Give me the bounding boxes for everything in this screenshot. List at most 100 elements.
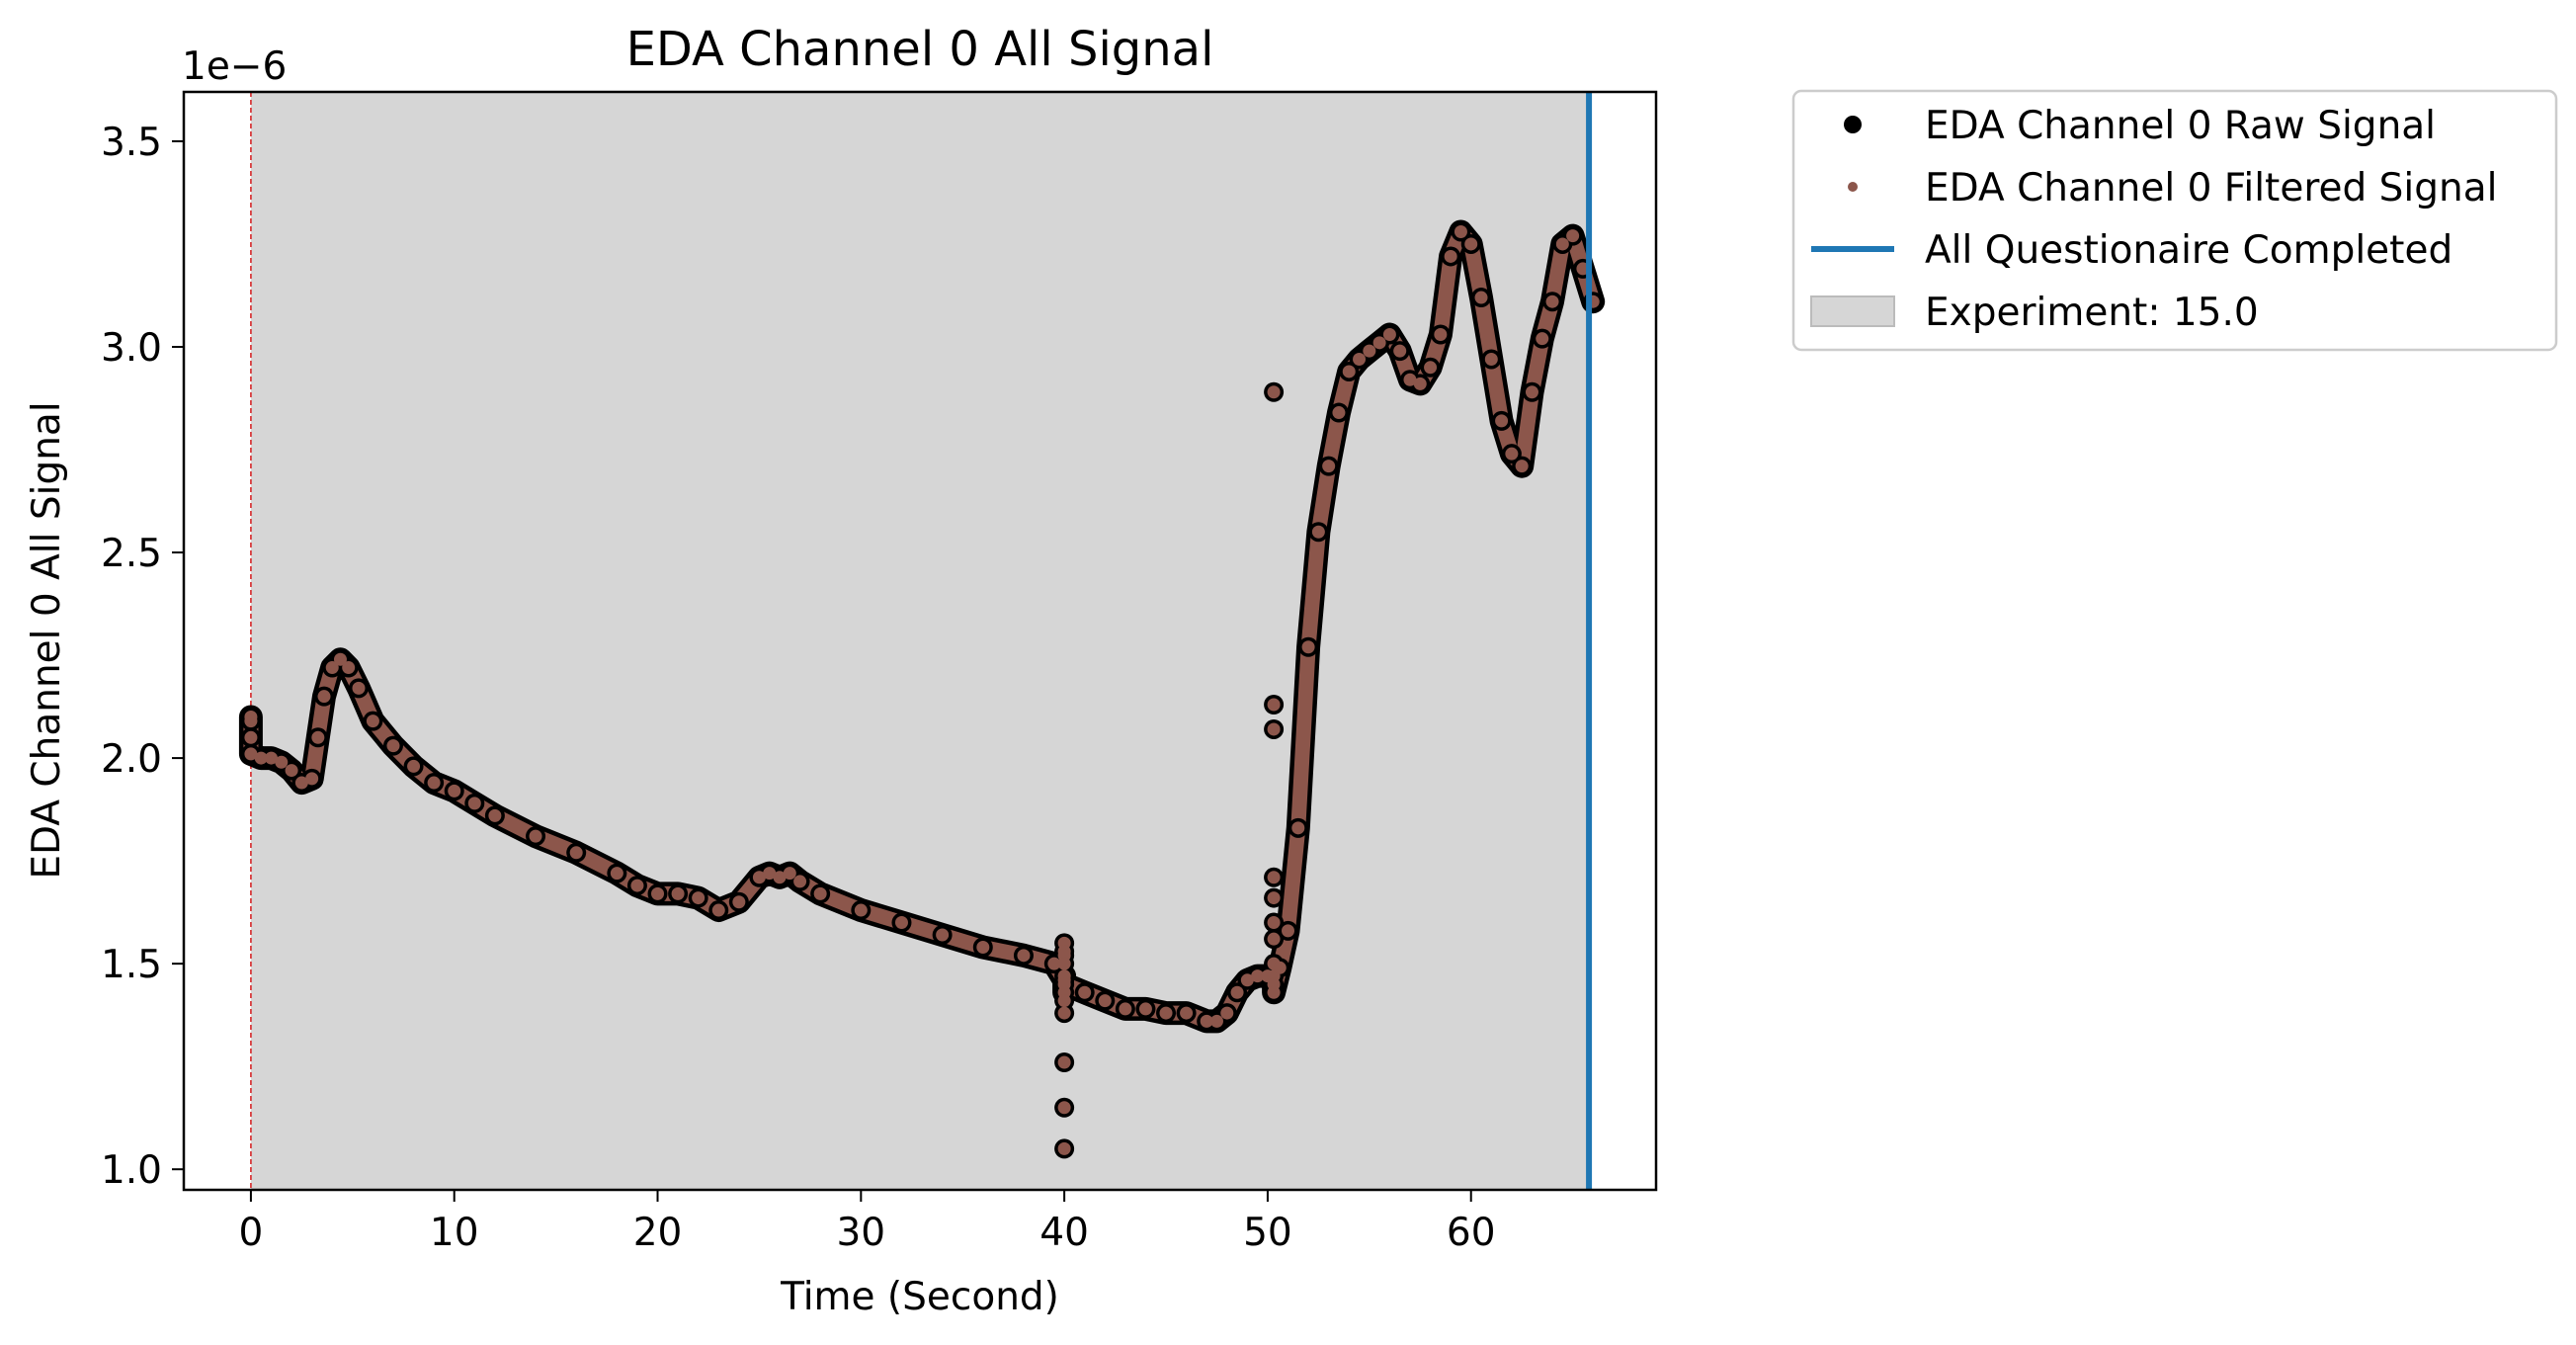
filtered-signal-point xyxy=(630,879,644,892)
filtered-signal-point xyxy=(1267,871,1281,884)
filtered-signal-point xyxy=(342,661,356,675)
filtered-signal-point xyxy=(1273,961,1287,974)
filtered-signal-point xyxy=(1434,328,1448,342)
filtered-signal-point xyxy=(427,776,441,790)
filtered-signal-point xyxy=(773,871,787,884)
filtered-signal-point xyxy=(569,846,583,860)
legend-label-questionaire: All Questionaire Completed xyxy=(1925,228,2452,273)
filtered-signal-point xyxy=(1200,1014,1213,1028)
filtered-signal-point xyxy=(711,903,725,917)
filtered-signal-point xyxy=(1267,985,1281,999)
filtered-signal-point xyxy=(1474,291,1488,304)
filtered-signal-point xyxy=(254,751,268,765)
x-tick-label: 50 xyxy=(1243,1211,1292,1255)
filtered-signal-point xyxy=(1393,344,1407,358)
x-tick-label: 60 xyxy=(1447,1211,1496,1255)
filtered-signal-point xyxy=(407,759,421,773)
filtered-signal-point xyxy=(311,730,325,744)
filtered-signal-point xyxy=(1372,336,1386,350)
axes-frame xyxy=(182,90,1658,1192)
filtered-signal-point xyxy=(1515,460,1529,473)
filtered-signal-point xyxy=(692,891,706,905)
filtered-signal-point xyxy=(448,784,461,798)
filtered-signal-point xyxy=(1220,1006,1234,1020)
filtered-signal-point xyxy=(1291,821,1305,835)
filtered-signal-point xyxy=(813,886,827,900)
filtered-signal-point xyxy=(1267,698,1281,712)
filtered-signal-point xyxy=(1363,344,1376,358)
filtered-signal-point xyxy=(1332,406,1346,420)
filtered-signal-point xyxy=(1267,916,1281,930)
filtered-signal-point xyxy=(285,764,298,778)
filtered-signal-point xyxy=(1240,973,1254,987)
filtered-signal-point xyxy=(1078,985,1092,999)
filtered-signal-point xyxy=(366,715,379,728)
legend-raw-marker xyxy=(1844,116,1862,133)
filtered-signal-point xyxy=(1047,957,1061,970)
filtered-signal-point xyxy=(1057,957,1071,970)
filtered-signal-point xyxy=(1555,237,1569,251)
filtered-signal-point xyxy=(783,867,796,881)
x-tick-label: 0 xyxy=(239,1211,264,1255)
filtered-signal-point xyxy=(763,867,777,881)
filtered-signal-point xyxy=(1403,373,1417,386)
filtered-signal-point xyxy=(1017,949,1031,963)
filtered-signal-point xyxy=(1353,352,1367,366)
filtered-signal-point xyxy=(244,730,258,744)
filtered-signal-point xyxy=(244,715,258,728)
filtered-signal-point xyxy=(1536,332,1549,346)
filtered-signal-point xyxy=(610,867,623,881)
filtered-signal-point xyxy=(1267,722,1281,736)
filtered-signal-point xyxy=(386,739,400,753)
filtered-signal-point xyxy=(1566,229,1580,243)
filtered-signal-point xyxy=(294,776,308,790)
legend: EDA Channel 0 Raw Signal EDA Channel 0 F… xyxy=(1791,89,2558,352)
filtered-signal-point xyxy=(467,797,481,810)
y-tick-label: 2.5 xyxy=(101,532,162,576)
y-tick-label: 3.5 xyxy=(101,121,162,165)
filtered-signal-point xyxy=(1251,969,1265,983)
filtered-signal-point xyxy=(1413,377,1427,390)
filtered-signal-point xyxy=(352,681,366,695)
x-tick-label: 30 xyxy=(836,1211,885,1255)
filtered-signal-point xyxy=(488,808,502,822)
filtered-signal-point xyxy=(1484,352,1498,366)
filtered-signal-point xyxy=(244,747,258,761)
filtered-signal-point xyxy=(1454,224,1467,238)
filtered-signal-point xyxy=(1230,985,1244,999)
filtered-signal-point xyxy=(651,886,665,900)
filtered-signal-point xyxy=(1322,460,1336,473)
filtered-signal-point xyxy=(1495,414,1509,428)
filtered-signal-point xyxy=(1119,1002,1132,1016)
x-axis-label: Time (Second) xyxy=(780,1275,1059,1319)
filtered-signal-point xyxy=(1209,1014,1223,1028)
filtered-signal-point xyxy=(671,886,685,900)
filtered-signal-point xyxy=(1545,294,1559,308)
filtered-signal-point xyxy=(936,928,950,942)
filtered-signal-point xyxy=(1057,1141,1071,1155)
filtered-signal-point xyxy=(894,916,908,930)
filtered-signal-point xyxy=(1424,361,1438,375)
filtered-signal-point xyxy=(976,940,990,954)
filtered-signal-point xyxy=(1267,891,1281,905)
filtered-signal-point xyxy=(1057,994,1071,1008)
chart-title: EDA Channel 0 All Signal xyxy=(626,22,1214,77)
x-axis: 0 10 20 30 40 50 60 xyxy=(239,1190,1496,1255)
filtered-signal-point xyxy=(317,690,331,704)
filtered-signal-point xyxy=(793,875,807,888)
filtered-signal-point xyxy=(1282,924,1294,938)
filtered-signal-point xyxy=(1267,385,1281,399)
legend-label-experiment: Experiment: 15.0 xyxy=(1925,291,2259,335)
x-tick-label: 20 xyxy=(633,1211,683,1255)
filtered-signal-point xyxy=(854,903,868,917)
y-tick-label: 2.0 xyxy=(101,737,162,782)
filtered-signal-point xyxy=(1057,977,1071,991)
filtered-signal-point xyxy=(1057,1101,1071,1115)
x-tick-label: 10 xyxy=(430,1211,479,1255)
filtered-signal-point xyxy=(1342,365,1356,378)
filtered-signal-point xyxy=(1505,447,1519,461)
filtered-signal-point xyxy=(1098,994,1112,1008)
filtered-signal-point xyxy=(1057,1006,1071,1020)
y-axis: 1.0 1.5 2.0 2.5 3.0 3.5 xyxy=(101,121,184,1193)
